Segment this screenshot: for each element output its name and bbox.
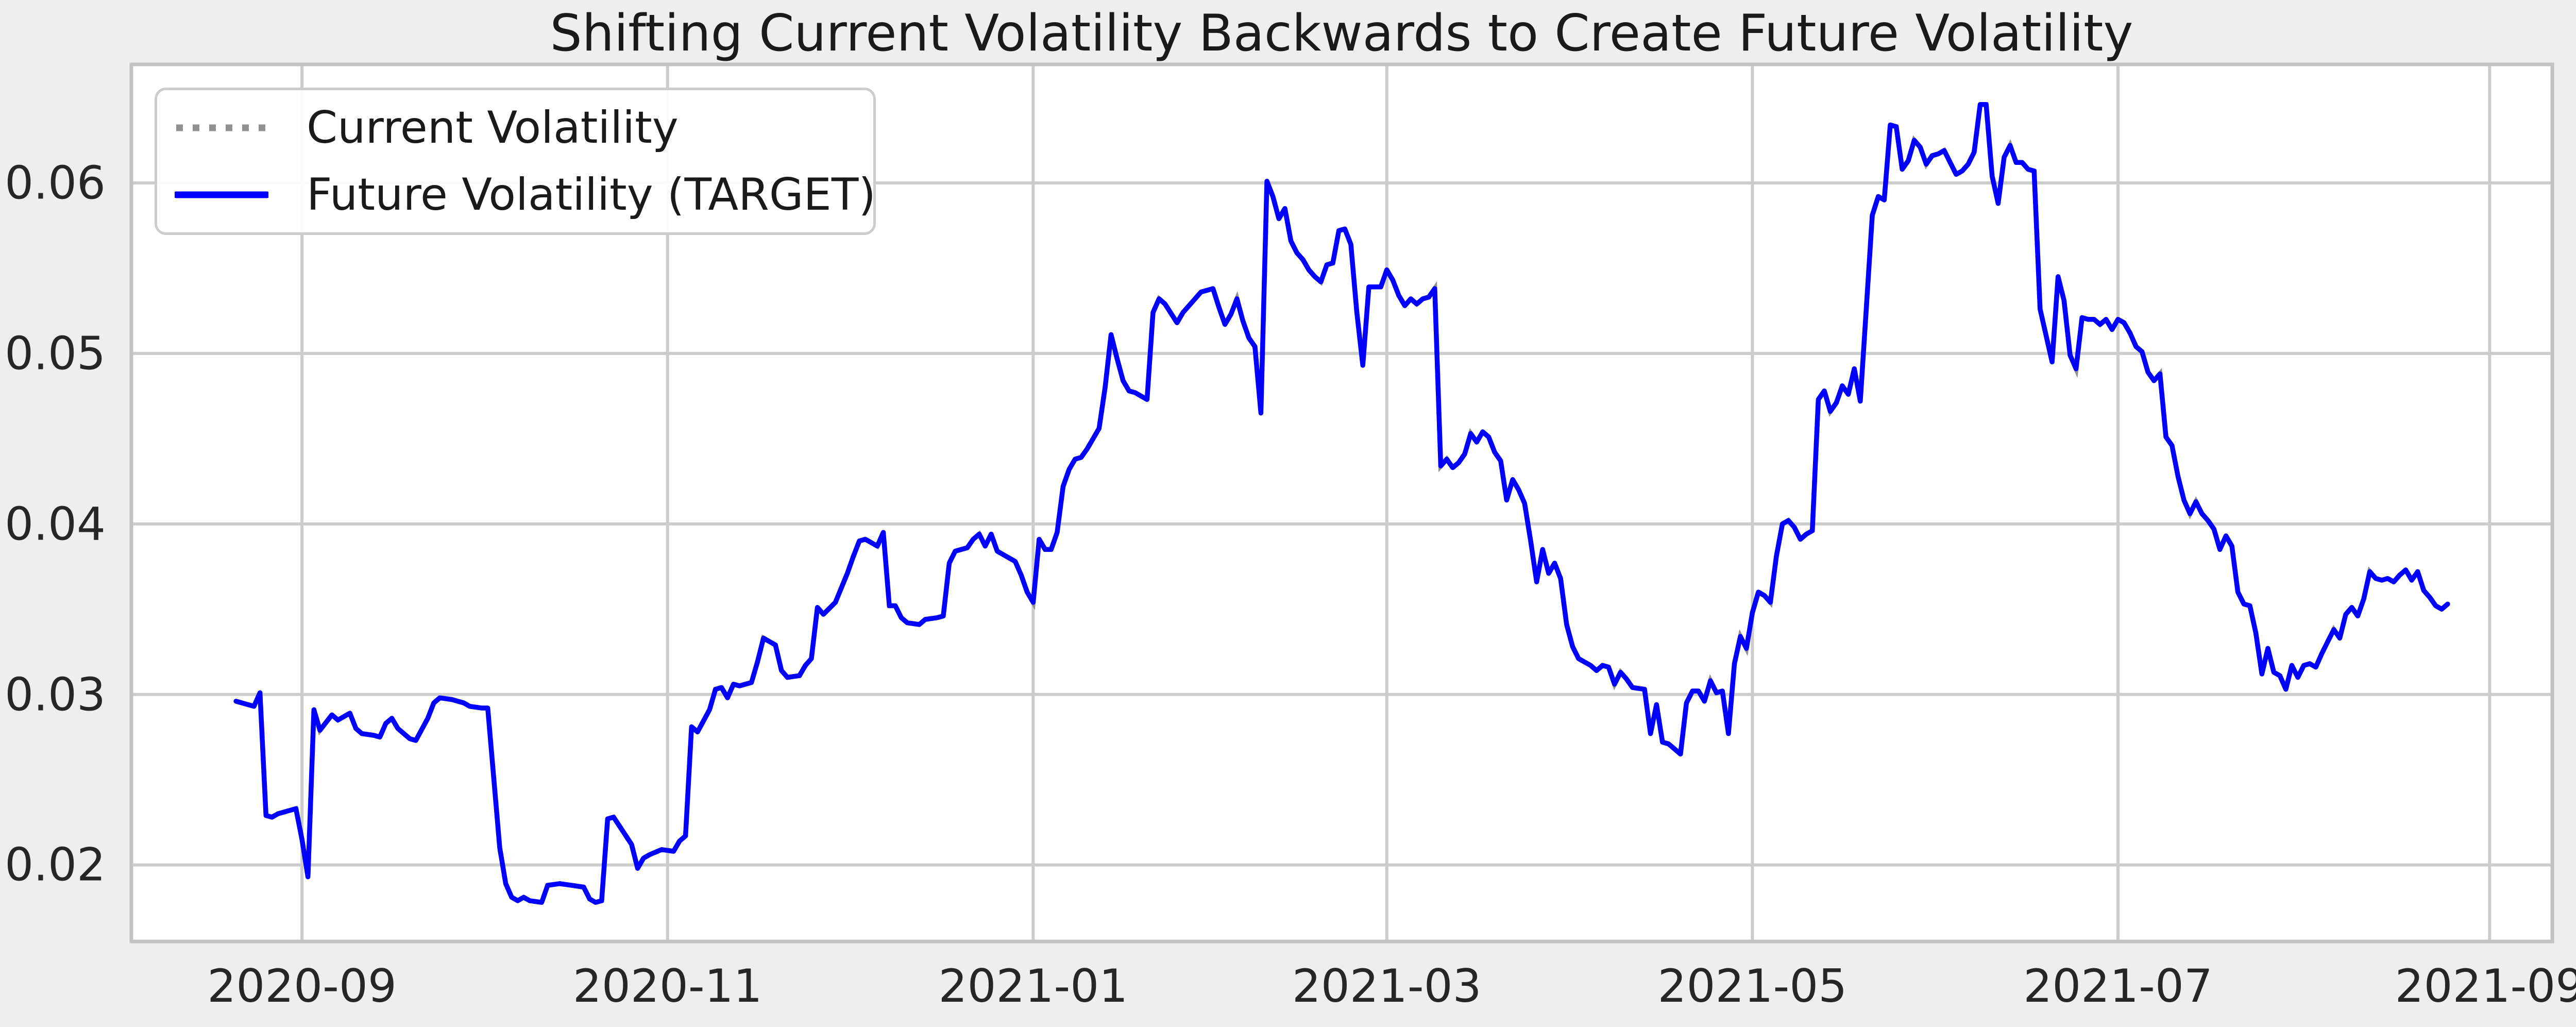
y-tick-label-0.05: 0.05 — [5, 327, 106, 380]
legend: Current Volatility Future Volatility (TA… — [155, 88, 876, 235]
x-tick-label-2021-03: 2021-03 — [1292, 959, 1482, 1013]
x-tick-label-2020-11: 2020-11 — [572, 959, 762, 1013]
y-tick-label-0.02: 0.02 — [5, 838, 106, 891]
chart-title: Shifting Current Volatility Backwards to… — [550, 4, 2133, 63]
y-tick-label-0.04: 0.04 — [5, 497, 106, 551]
y-tick-label-0.03: 0.03 — [5, 668, 106, 721]
x-tick-label-2021-05: 2021-05 — [1657, 959, 1848, 1013]
legend-row-future-volatility: Future Volatility (TARGET) — [175, 161, 876, 228]
legend-label-current-volatility: Current Volatility — [307, 102, 679, 154]
solid-line-swatch-icon — [175, 191, 268, 198]
plot-border — [129, 62, 2554, 944]
x-tick-label-2021-07: 2021-07 — [2023, 959, 2213, 1013]
x-tick-label-2020-09: 2020-09 — [207, 959, 397, 1013]
dotted-line-swatch-icon — [176, 124, 267, 131]
legend-label-future-volatility: Future Volatility (TARGET) — [307, 169, 876, 221]
x-tick-label-2021-09: 2021-09 — [2395, 959, 2576, 1013]
future-volatility-target-line — [233, 102, 2450, 905]
y-tick-label-0.06: 0.06 — [5, 156, 106, 210]
x-tick-label-2021-01: 2021-01 — [938, 959, 1128, 1013]
legend-row-current-volatility: Current Volatility — [175, 94, 873, 161]
